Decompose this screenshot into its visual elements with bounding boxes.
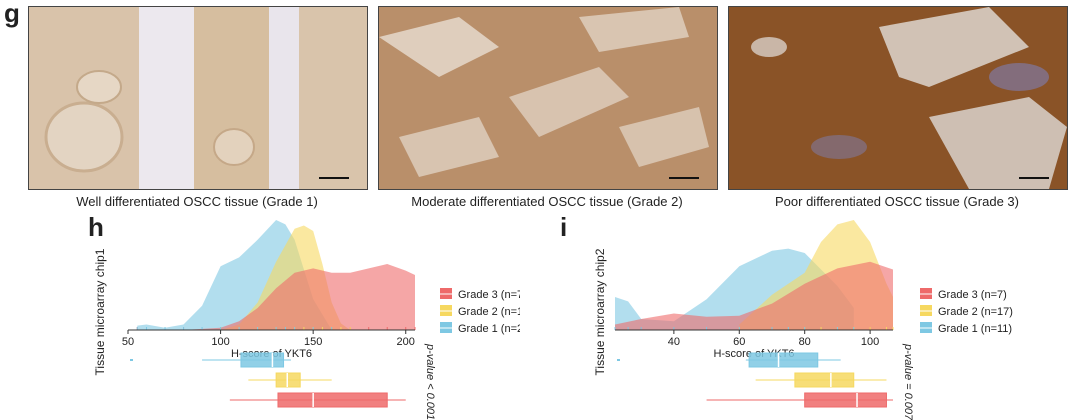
caption-grade3: Poor differentiated OSCC tissue (Grade 3…	[775, 194, 1019, 209]
tissue-micrograph	[379, 7, 717, 189]
x-tick-label: 200	[397, 336, 415, 348]
tissue-image-grade3	[728, 6, 1068, 190]
scale-bar	[1019, 177, 1049, 179]
y-axis-label: Tissue microarray chip2	[593, 248, 607, 375]
legend-label: Grade 3 (n=7)	[938, 289, 1007, 301]
scale-bar	[669, 177, 699, 179]
box-body	[804, 392, 887, 408]
caption-grade1: Well differentiated OSCC tissue (Grade 1…	[76, 194, 318, 209]
x-tick-label: 50	[122, 336, 134, 348]
p-value-label: p-value = 0.007	[902, 343, 914, 420]
caption-grade2: Moderate differentiated OSCC tissue (Gra…	[411, 194, 683, 209]
legend-label: Grade 1 (n=28)	[458, 323, 520, 335]
legend-label: Grade 2 (n=17)	[938, 306, 1013, 318]
x-tick-label: 80	[799, 336, 811, 348]
box-body	[794, 372, 855, 388]
density-curve	[137, 264, 416, 330]
x-tick-label: 60	[733, 336, 745, 348]
x-tick-label: 100	[211, 336, 229, 348]
box-outlier	[130, 359, 133, 361]
panel-letter-i: i	[560, 212, 568, 242]
legend-label: Grade 1 (n=11)	[938, 323, 1012, 335]
tissue-micrograph	[729, 7, 1067, 189]
box-outlier	[617, 359, 620, 361]
panel-letter-g: g	[4, 0, 20, 28]
tissue-image-grade1	[28, 6, 368, 190]
legend-label: Grade 3 (n=7)	[458, 289, 520, 301]
x-tick-label: 150	[304, 336, 322, 348]
y-axis-label: Tissue microarray chip1	[93, 248, 107, 375]
scale-bar	[319, 177, 349, 179]
legend-label: Grade 2 (n=13)	[458, 306, 520, 318]
box-body	[748, 352, 819, 368]
box-body	[275, 372, 301, 388]
box-body	[240, 352, 285, 368]
tissue-micrograph	[29, 7, 367, 189]
panel-letter-h: h	[88, 212, 104, 242]
x-tick-label: 40	[668, 336, 680, 348]
density-curve	[615, 261, 893, 330]
box-body	[277, 392, 388, 408]
p-value-label: p-value < 0.001	[424, 343, 436, 420]
x-tick-label: 100	[861, 336, 879, 348]
tissue-image-grade2	[378, 6, 718, 190]
